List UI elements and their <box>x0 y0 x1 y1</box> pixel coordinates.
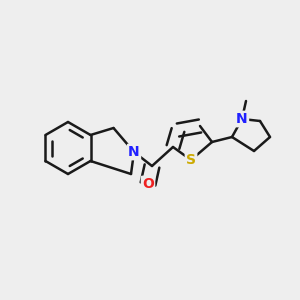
Text: O: O <box>142 177 154 191</box>
Text: S: S <box>186 153 196 167</box>
Text: N: N <box>128 145 140 159</box>
Text: N: N <box>236 112 248 126</box>
